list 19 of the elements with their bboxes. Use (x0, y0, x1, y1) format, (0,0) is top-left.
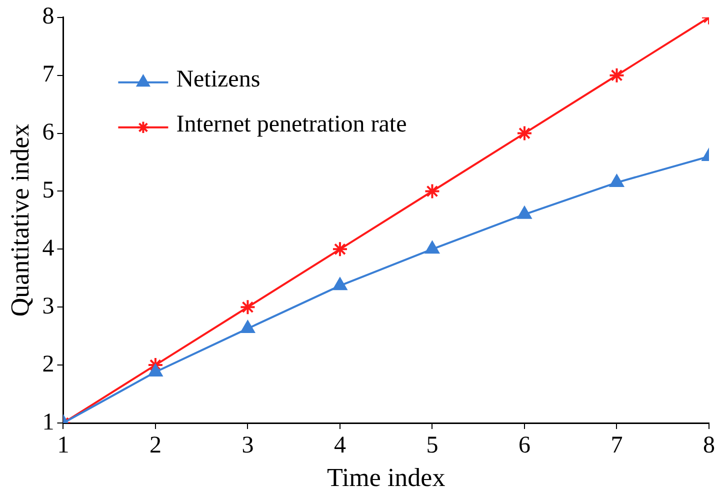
y-tick-label: 3 (42, 293, 54, 320)
x-tick-label: 5 (426, 432, 438, 459)
y-tick-label: 6 (42, 120, 54, 146)
y-tick-label: 7 (42, 62, 54, 88)
x-tick-label: 8 (703, 432, 715, 459)
x-tick-label: 3 (242, 432, 254, 459)
x-tick-label: 2 (149, 432, 162, 459)
x-tick-label: 4 (334, 432, 346, 459)
y-tick-label: 8 (42, 4, 54, 30)
legend-label: Internet penetration rate (176, 112, 407, 138)
y-tick-label: 2 (42, 351, 54, 378)
legend-label: Netizens (176, 66, 260, 93)
y-tick-label: 1 (42, 409, 54, 436)
x-tick-label: 7 (610, 432, 623, 459)
y-tick-label: 4 (42, 235, 54, 262)
y-tick-label: 5 (42, 178, 54, 204)
y-axis-title: Quantitative index (5, 124, 34, 317)
x-tick-label: 6 (518, 432, 530, 459)
x-axis-title: Time index (326, 463, 446, 492)
